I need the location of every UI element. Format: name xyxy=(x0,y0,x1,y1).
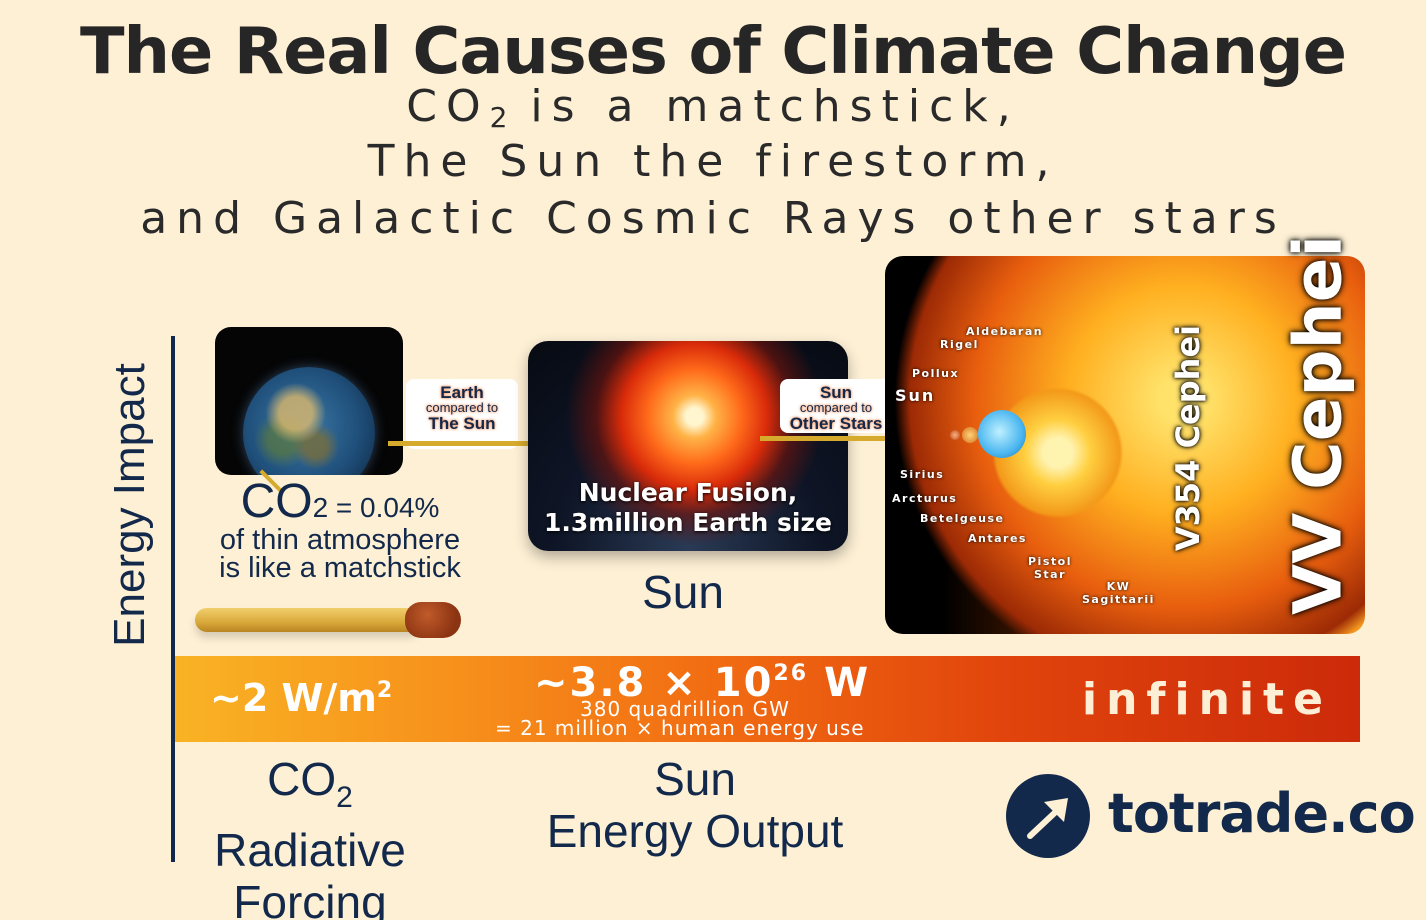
callout-sun-vs-stars: Sun compared to Other Stars xyxy=(780,379,892,433)
star-label-arcturus: Arcturus xyxy=(892,492,958,505)
sun-energy-number: ~3.8 × 10 xyxy=(534,660,774,706)
co2-note-big: CO xyxy=(240,475,313,528)
star-label-kw-sagittarii: KW Sagittarii xyxy=(1082,580,1155,606)
sun-energy-value: ~3.8 × 1026 W xyxy=(534,660,870,706)
star-icon xyxy=(962,427,978,443)
co2-energy-number: ~2 W/m xyxy=(210,676,377,720)
sun-label: Sun xyxy=(642,566,724,618)
co2-radiative-forcing-label: CO2 Radiative Forcing xyxy=(200,753,420,920)
subtitle-line-1-rest: is a matchstick, xyxy=(507,81,1020,132)
star-label-vv-cephei: VV Cephei xyxy=(1279,235,1357,615)
subtitle-line-2: The Sun the firestorm, xyxy=(367,136,1059,187)
y-axis-line xyxy=(171,336,175,862)
co2-energy-sup: 2 xyxy=(376,678,393,703)
co2-note-line3: is like a matchstick xyxy=(219,552,461,584)
callout-earth-line2: compared to xyxy=(425,400,499,415)
star-label-sirius: Sirius xyxy=(900,468,945,481)
callout-sun-line3: Other Stars xyxy=(789,414,883,433)
sun-energy-output-label: Sun Energy Output xyxy=(530,753,860,857)
star-label-sun: Sun xyxy=(895,386,936,405)
co2-note: CO2 = 0.04% of thin atmosphere is like a… xyxy=(210,475,470,584)
brand-logo[interactable] xyxy=(1006,774,1090,858)
star-label-pistol-star: Pistol Star xyxy=(1028,555,1072,581)
co2-label-line3: Forcing xyxy=(233,876,387,920)
earth-globe-icon xyxy=(243,367,375,475)
sun-energy-exponent: 26 xyxy=(773,661,809,686)
star-label-rigel: Rigel xyxy=(940,338,979,351)
arrow-up-right-icon xyxy=(1027,798,1068,839)
star-label-pollux: Pollux xyxy=(912,367,960,380)
star-icon xyxy=(950,430,960,440)
sun-energy-sub1: 380 quadrillion GW xyxy=(580,697,790,721)
star-label-aldebaran: Aldebaran xyxy=(966,325,1044,338)
arrow-right-icon xyxy=(760,436,906,441)
co2-energy-value: ~2 W/m2 xyxy=(210,676,392,720)
callout-earth-line3: The Sun xyxy=(428,414,496,433)
stars-comparison-image xyxy=(885,256,1365,634)
kw-line1: KW xyxy=(1106,580,1131,593)
subtitle-co: CO xyxy=(406,81,490,132)
callout-earth-line1: Earth xyxy=(440,383,484,402)
arrow-right-icon xyxy=(388,441,534,446)
co2-note-value: 2 = 0.04% xyxy=(312,492,440,523)
pistol-line1: Pistol xyxy=(1028,555,1072,568)
stars-energy-value: infinite xyxy=(1082,674,1332,725)
star-label-v354-cephei: V354 Cephei xyxy=(1169,324,1207,552)
matchstick-icon xyxy=(195,608,420,632)
sun-caption: Nuclear Fusion, 1.3million Earth size xyxy=(528,478,848,538)
subtitle-co-sub: 2 xyxy=(489,101,508,134)
pistol-star-icon xyxy=(978,410,1026,458)
sun-image xyxy=(528,341,848,551)
sun-caption-line2: 1.3million Earth size xyxy=(544,508,832,537)
co2-label-line2: Radiative xyxy=(214,824,406,876)
page-title: The Real Causes of Climate Change xyxy=(79,15,1347,89)
sun-output-line2: Energy Output xyxy=(546,805,844,857)
co2-label-sub: 2 xyxy=(336,781,353,814)
sun-output-line1: Sun xyxy=(654,753,736,805)
star-label-betelgeuse: Betelgeuse xyxy=(920,512,1005,525)
callout-sun-line2: compared to xyxy=(799,400,873,415)
subtitle-line-1: CO2 is a matchstick, xyxy=(0,80,1426,145)
sun-energy-unit: W xyxy=(808,660,871,706)
earth-image xyxy=(215,327,403,475)
matchstick-head-icon xyxy=(405,602,461,638)
co2-label-co: CO xyxy=(267,753,337,805)
callout-earth-vs-sun: Earth compared to The Sun xyxy=(406,379,518,449)
pistol-line2: Star xyxy=(1033,568,1066,581)
energy-scale-bar xyxy=(175,656,1360,742)
y-axis-label: Energy Impact xyxy=(105,363,154,647)
callout-sun-line1: Sun xyxy=(819,383,853,402)
subtitle-line-3: and Galactic Cosmic Rays other stars xyxy=(140,193,1286,244)
co2-note-line2: of thin atmosphere xyxy=(219,524,461,556)
kw-line2: Sagittarii xyxy=(1082,593,1155,606)
star-label-antares: Antares xyxy=(968,532,1027,545)
brand-name[interactable]: totrade.co xyxy=(1108,782,1416,845)
sun-caption-line1: Nuclear Fusion, xyxy=(578,478,798,507)
sun-energy-sub2: = 21 million × human energy use xyxy=(495,716,865,740)
